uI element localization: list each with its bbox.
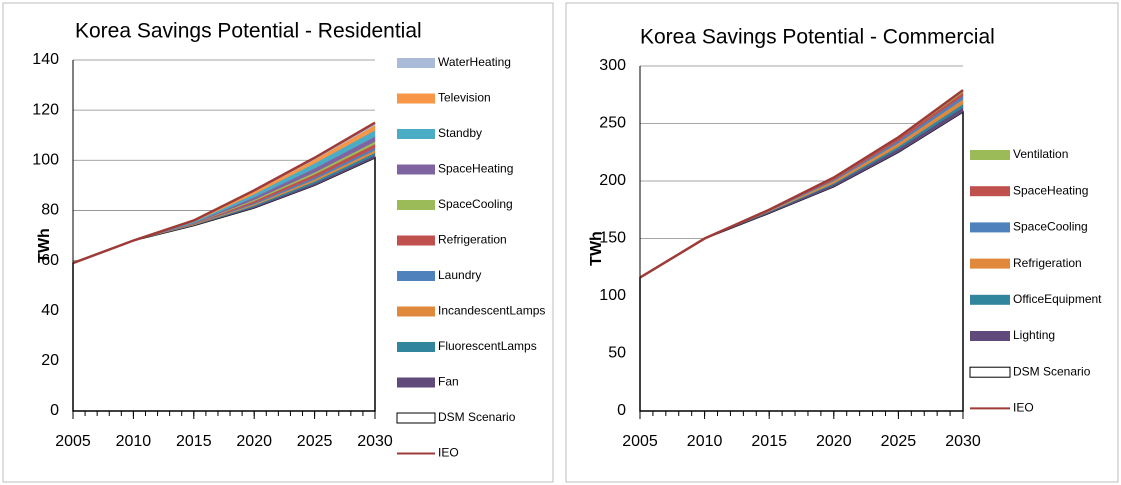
x-tick-label: 2005: [55, 433, 91, 450]
y-tick-label: 0: [617, 402, 626, 419]
legend-label: SpaceCooling: [1013, 220, 1088, 234]
y-tick-label: 80: [41, 202, 59, 219]
legend-swatch: [397, 164, 435, 175]
y-tick-label: 50: [608, 345, 626, 362]
y-tick-label: 100: [32, 152, 59, 169]
legend-swatch: [397, 342, 435, 352]
legend-swatch: [397, 377, 435, 388]
y-tick-label: 140: [32, 51, 59, 68]
y-tick-label: 100: [599, 287, 626, 304]
legend-label: IEO: [1013, 401, 1034, 415]
legend-label: SpaceCooling: [438, 197, 513, 211]
y-tick-label: 120: [32, 101, 59, 118]
chart-title: Korea Savings Potential - Commercial: [640, 26, 995, 49]
legend-label: Lighting: [1013, 328, 1055, 342]
legend-label: Standby: [438, 126, 482, 140]
y-tick-label: 60: [41, 252, 59, 269]
legend-label: Fan: [438, 375, 459, 389]
legend-swatch: [970, 258, 1010, 269]
legend-swatch: [969, 366, 1011, 378]
legend-swatch: [397, 93, 435, 104]
legend-swatch: [396, 412, 436, 424]
x-tick-label: 2030: [945, 433, 981, 450]
y-tick-label: 200: [599, 172, 626, 189]
x-tick-label: 2030: [357, 433, 393, 450]
x-tick-label: 2005: [622, 433, 658, 450]
legend-label: IEO: [438, 446, 459, 460]
y-tick-label: 300: [599, 57, 626, 74]
legend-swatch: [970, 331, 1010, 341]
legend-swatch: [397, 58, 435, 68]
y-axis-label: TWh: [36, 228, 53, 263]
y-tick-label: 0: [50, 402, 59, 419]
x-tick-label: 2025: [297, 433, 333, 450]
legend-label: FluorescentLamps: [438, 339, 537, 353]
legend-label: Ventilation: [1013, 147, 1068, 161]
y-tick-label: 40: [41, 302, 59, 319]
x-tick-label: 2020: [236, 433, 272, 450]
legend-swatch: [397, 129, 435, 139]
x-tick-label: 2010: [687, 433, 723, 450]
legend-label: DSM Scenario: [438, 410, 516, 424]
x-tick-label: 2010: [116, 433, 152, 450]
legend-label: OfficeEquipment: [1013, 292, 1102, 306]
legend-label: SpaceHeating: [438, 162, 513, 176]
legend-label: SpaceHeating: [1013, 183, 1088, 197]
chart-title: Korea Savings Potential - Residential: [75, 20, 422, 43]
legend-swatch: [970, 150, 1010, 160]
y-tick-label: 150: [599, 230, 626, 247]
legend-swatch: [970, 186, 1010, 197]
legend-swatch: [970, 294, 1010, 305]
legend-label: IncandescentLamps: [438, 304, 545, 318]
legend-swatch: [397, 271, 435, 281]
y-axis-label: TWh: [588, 231, 605, 266]
y-tick-label: 20: [41, 352, 59, 369]
legend-swatch: [397, 306, 435, 317]
legend-swatch: [397, 200, 435, 210]
y-tick-label: 250: [599, 115, 626, 132]
x-tick-label: 2015: [176, 433, 212, 450]
legend-swatch: [970, 222, 1010, 233]
legend-label: WaterHeating: [438, 55, 511, 69]
x-tick-label: 2015: [751, 433, 787, 450]
legend-label: Television: [438, 91, 491, 105]
legend-label: Refrigeration: [438, 233, 507, 247]
x-tick-label: 2020: [816, 433, 852, 450]
legend-label: DSM Scenario: [1013, 364, 1091, 378]
legend-label: Laundry: [438, 268, 481, 282]
x-tick-label: 2025: [881, 433, 917, 450]
legend-swatch: [397, 235, 435, 246]
line: [639, 89, 964, 279]
line: [72, 121, 376, 265]
legend-label: Refrigeration: [1013, 256, 1082, 270]
